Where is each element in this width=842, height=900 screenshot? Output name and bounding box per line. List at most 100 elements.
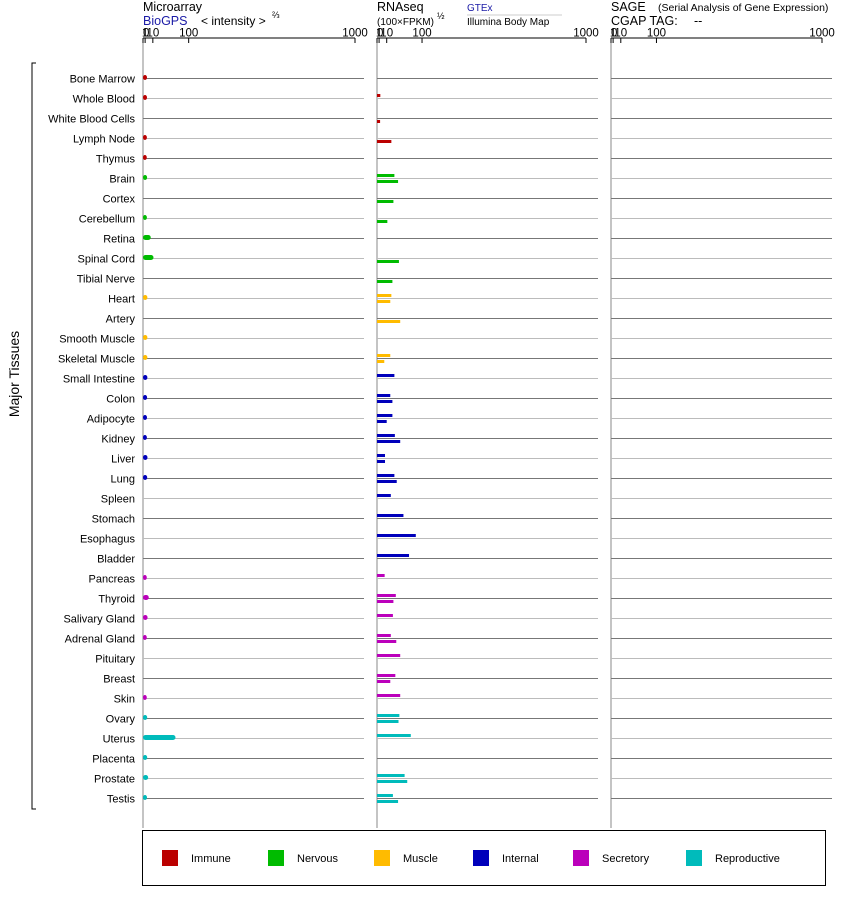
microarray-bar xyxy=(143,155,147,160)
microarray-bar xyxy=(143,95,148,100)
ibm-bar xyxy=(377,320,401,323)
ibm-bar xyxy=(377,440,401,443)
microarray-tick-label: 0 xyxy=(143,28,149,40)
tissue-label: Cerebellum xyxy=(79,214,135,226)
microarray-bar xyxy=(143,355,148,360)
microarray-bar xyxy=(143,255,154,260)
rnaseq-unit: (100×FPKM) xyxy=(377,17,434,28)
ibm-bar xyxy=(377,640,397,643)
legend-swatch-secretory xyxy=(573,850,589,866)
tissue-label: Pituitary xyxy=(95,654,135,666)
tissue-label: Small Intestine xyxy=(63,374,135,386)
rnaseq-tick-label: 10 xyxy=(380,28,393,40)
gtex-bar xyxy=(377,694,401,697)
tissue-label: Cortex xyxy=(103,194,136,206)
rnaseq-tick-label: 1000 xyxy=(573,28,599,40)
ibm-bar xyxy=(377,800,399,803)
gtex-bar xyxy=(377,474,395,477)
tissue-label: Brain xyxy=(109,174,135,186)
gtex-bar xyxy=(377,294,392,297)
tissue-label: Pancreas xyxy=(89,574,136,586)
tissue-label: Adipocyte xyxy=(87,414,135,426)
tissue-label: Kidney xyxy=(101,434,135,446)
ibm-bar xyxy=(377,280,393,283)
ibm-bar xyxy=(377,420,387,423)
rnaseq-title: RNAseq xyxy=(377,0,424,14)
microarray-bar xyxy=(143,475,148,480)
sage-tick-label: 10 xyxy=(614,28,627,40)
microarray-bar xyxy=(143,455,148,460)
ibm-bar xyxy=(377,400,393,403)
bars-layer xyxy=(143,75,416,803)
tissue-label: Bladder xyxy=(97,554,135,566)
gtex-bar xyxy=(377,354,391,357)
legend-swatch-muscle xyxy=(374,850,390,866)
tissue-label: Skin xyxy=(114,694,135,706)
ibm-bar xyxy=(377,480,397,483)
legend-label-muscle: Muscle xyxy=(403,853,438,865)
microarray-bar xyxy=(143,715,148,720)
tissue-label: Lung xyxy=(111,474,135,486)
gtex-bar xyxy=(377,654,401,657)
microarray-tick-label: 1 xyxy=(142,28,148,40)
gtex-bar xyxy=(377,174,395,177)
microarray-bar xyxy=(143,235,151,240)
tissue-label: Liver xyxy=(111,454,135,466)
ibm-bar xyxy=(377,120,381,123)
tissue-label: Thyroid xyxy=(98,594,135,606)
legend-swatch-reproductive xyxy=(686,850,702,866)
gtex-bar xyxy=(377,774,405,777)
sage-tag-value: -- xyxy=(694,14,702,28)
microarray-bar xyxy=(143,75,148,80)
microarray-bar xyxy=(143,755,148,760)
rnaseq-tick-label: 0 xyxy=(377,28,383,40)
legend-label-internal: Internal xyxy=(502,853,539,865)
ibm-bar xyxy=(377,300,391,303)
gtex-bar xyxy=(377,374,395,377)
tissue-label: Skeletal Muscle xyxy=(58,354,135,366)
tissue-label: Stomach xyxy=(92,514,135,526)
tissue-label: Heart xyxy=(108,294,135,306)
ibm-bar xyxy=(377,600,394,603)
microarray-bar xyxy=(143,695,147,700)
ibm-bar xyxy=(377,680,391,683)
microarray-bar xyxy=(143,595,149,600)
ibm-bar xyxy=(377,180,399,183)
sage-title: SAGE xyxy=(611,0,646,14)
gtex-bar xyxy=(377,714,400,717)
tissue-label: Thymus xyxy=(96,154,136,166)
tissue-label: Lymph Node xyxy=(73,134,135,146)
tissue-label: Smooth Muscle xyxy=(59,334,135,346)
sage-tick-label: 0 xyxy=(611,28,617,40)
ibm-bar xyxy=(377,260,399,263)
gtex-bar xyxy=(377,434,395,437)
tissue-label: Testis xyxy=(107,794,136,806)
tissue-label: Colon xyxy=(106,394,135,406)
tissue-label: Artery xyxy=(106,314,136,326)
gtex-bar xyxy=(377,394,391,397)
microarray-source[interactable]: BioGPS xyxy=(143,14,187,28)
legend-swatch-nervous xyxy=(268,850,284,866)
gtex-bar xyxy=(377,94,381,97)
microarray-bar xyxy=(143,335,148,340)
tissue-label: Ovary xyxy=(106,714,136,726)
ibm-bar xyxy=(377,460,386,463)
tissue-label: Esophagus xyxy=(80,534,136,546)
microarray-tick-label: 100 xyxy=(179,28,198,40)
tissue-label: Spinal Cord xyxy=(78,254,135,266)
rnaseq-tick-label: 1 xyxy=(376,28,382,40)
ibm-bar xyxy=(377,220,388,223)
rnaseq-exponent: ½ xyxy=(437,11,445,21)
legend-label-immune: Immune xyxy=(191,853,231,865)
microarray-bar xyxy=(143,375,148,380)
microarray-bar xyxy=(143,175,148,180)
ibm-bar xyxy=(377,200,394,203)
microarray-bar xyxy=(143,435,147,440)
gtex-bar xyxy=(377,734,411,737)
microarray-bar xyxy=(143,295,148,300)
tissue-label: Adrenal Gland xyxy=(65,634,135,646)
rnaseq-source-gtex[interactable]: GTEx xyxy=(467,3,493,14)
rnaseq-source-ibm[interactable]: Illumina Body Map xyxy=(467,17,550,28)
gtex-bar xyxy=(377,614,393,617)
